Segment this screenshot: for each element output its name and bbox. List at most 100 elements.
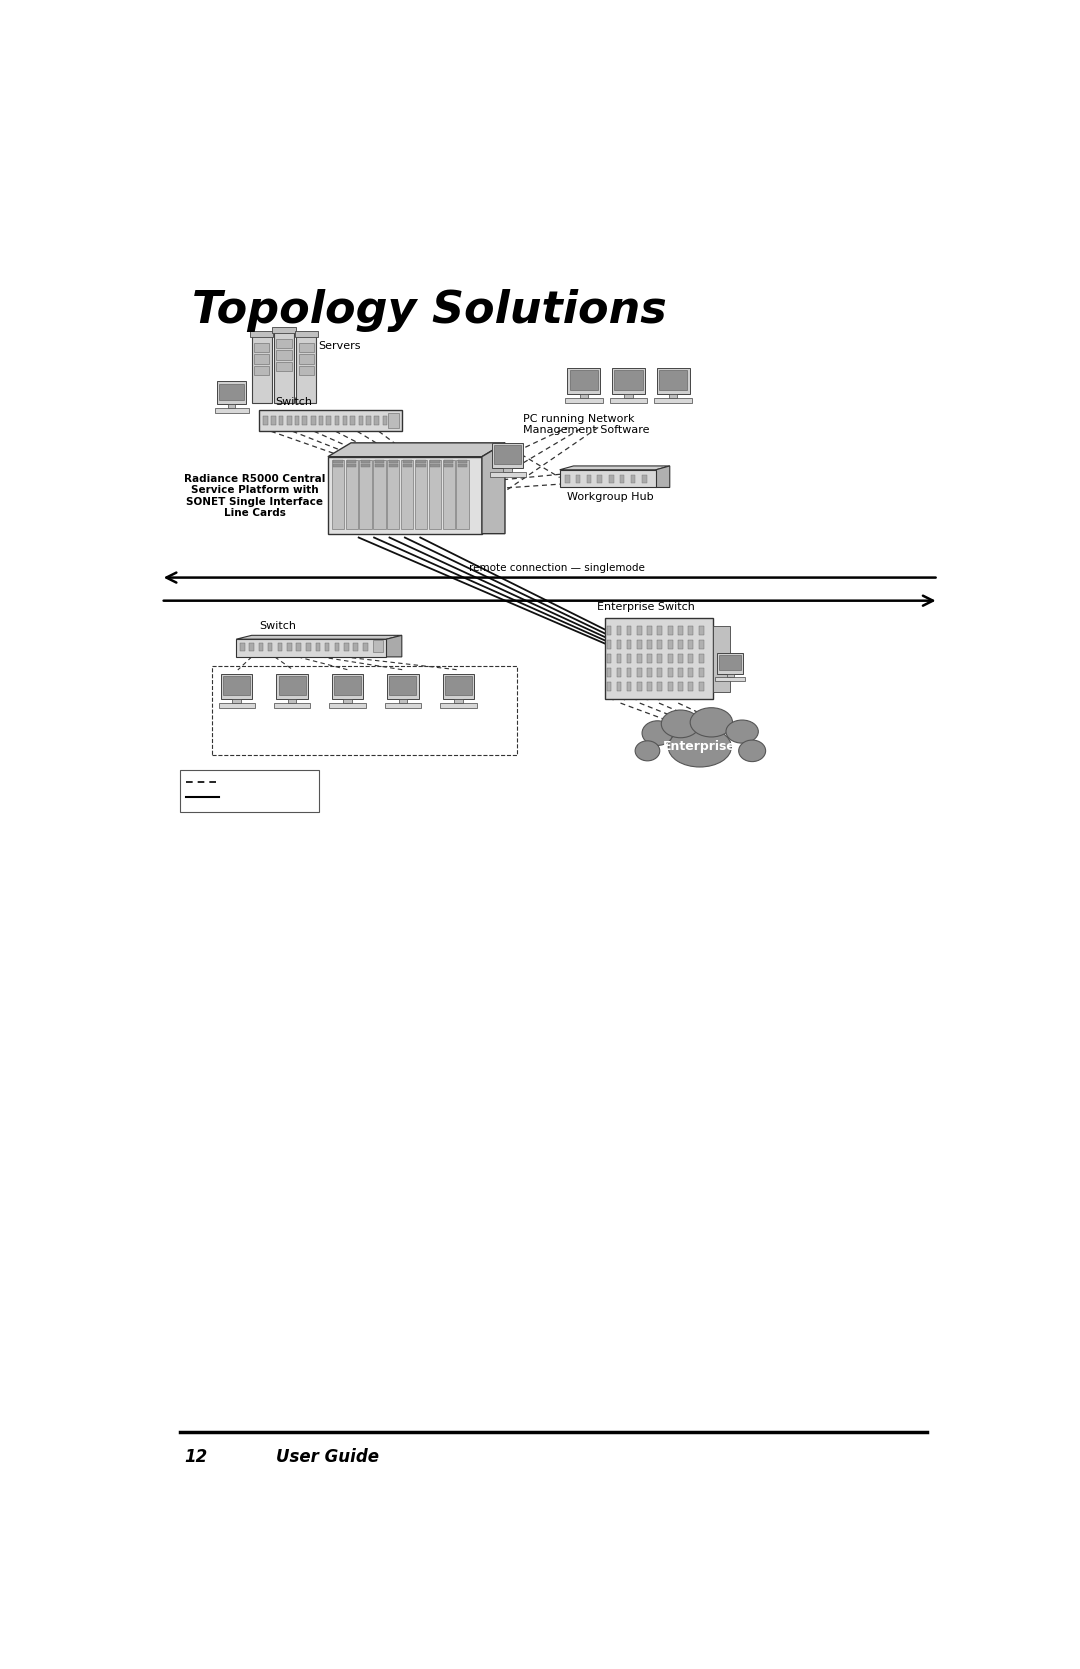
Bar [361, 459, 370, 462]
Bar [637, 668, 642, 678]
Bar [647, 681, 652, 691]
Bar [417, 459, 426, 462]
Polygon shape [237, 636, 402, 639]
Bar [274, 330, 294, 402]
Bar [647, 639, 652, 649]
Bar [719, 656, 741, 669]
Bar [443, 459, 455, 529]
Bar [361, 464, 370, 467]
Bar [658, 654, 662, 663]
Bar [302, 416, 307, 426]
Bar [279, 416, 283, 426]
Bar [345, 643, 349, 651]
Bar [329, 703, 366, 708]
Bar [699, 654, 704, 663]
Text: Topology Solutions: Topology Solutions [191, 289, 666, 332]
Bar [237, 639, 387, 658]
Bar [688, 639, 693, 649]
Bar [429, 459, 441, 529]
Bar [503, 469, 512, 472]
Bar [569, 371, 598, 391]
Bar [224, 676, 251, 696]
Bar [688, 668, 693, 678]
Bar [609, 476, 613, 482]
Bar [375, 459, 384, 462]
Bar [699, 668, 704, 678]
Bar [347, 459, 356, 462]
Bar [328, 457, 482, 534]
Bar [343, 699, 352, 703]
Text: PC running Network
Management Software: PC running Network Management Software [523, 414, 649, 436]
Text: Multimode Links: Multimode Links [222, 774, 308, 784]
Bar [228, 404, 235, 409]
Bar [658, 626, 662, 636]
Bar [445, 676, 472, 696]
Text: Radiance R5000 Central
Service Platform with
SONET Single Interface
Line Cards: Radiance R5000 Central Service Platform … [184, 474, 325, 519]
Bar [617, 639, 621, 649]
Bar [332, 674, 363, 699]
Bar [319, 416, 323, 426]
Bar [647, 668, 652, 678]
Bar [217, 381, 246, 404]
Bar [669, 668, 673, 678]
Bar [489, 472, 526, 477]
Bar [678, 654, 683, 663]
Bar [658, 639, 662, 649]
Bar [353, 643, 357, 651]
Bar [699, 626, 704, 636]
Polygon shape [482, 442, 505, 534]
Bar [390, 676, 417, 696]
Bar [669, 654, 673, 663]
Bar [688, 681, 693, 691]
Bar [271, 416, 275, 426]
Bar [567, 369, 600, 394]
Bar [642, 476, 647, 482]
Ellipse shape [726, 719, 758, 743]
Bar [249, 643, 254, 651]
Bar [717, 653, 743, 674]
Bar [389, 464, 397, 467]
Bar [441, 703, 476, 708]
Bar [311, 416, 315, 426]
Bar [607, 626, 611, 636]
Bar [626, 639, 632, 649]
Bar [350, 416, 355, 426]
Bar [617, 668, 621, 678]
Text: Singlemode Links: Singlemode Links [222, 789, 314, 799]
Bar [299, 366, 314, 376]
Bar [495, 446, 522, 464]
Bar [647, 626, 652, 636]
Ellipse shape [669, 728, 731, 768]
Bar [607, 654, 611, 663]
Text: Enterprise Switch: Enterprise Switch [597, 603, 696, 613]
Bar [359, 416, 363, 426]
Bar [366, 416, 372, 426]
Polygon shape [656, 466, 670, 487]
Polygon shape [559, 466, 670, 469]
Bar [657, 369, 690, 394]
Bar [279, 676, 306, 696]
Bar [347, 464, 356, 467]
Bar [276, 362, 292, 371]
Bar [610, 399, 647, 402]
Bar [240, 643, 245, 651]
Bar [388, 412, 399, 429]
Bar [335, 643, 339, 651]
Bar [565, 476, 569, 482]
Bar [658, 681, 662, 691]
Bar [219, 384, 244, 401]
Bar [342, 416, 347, 426]
Bar [658, 668, 662, 678]
Bar [274, 703, 310, 708]
Bar [346, 459, 357, 529]
Ellipse shape [690, 708, 732, 738]
Bar [325, 643, 329, 651]
Bar [401, 459, 414, 529]
Bar [617, 654, 621, 663]
Bar [315, 643, 320, 651]
Bar [384, 703, 421, 708]
Bar [299, 354, 314, 364]
Bar [626, 654, 632, 663]
Text: Switch: Switch [259, 621, 296, 631]
Bar [213, 666, 516, 754]
